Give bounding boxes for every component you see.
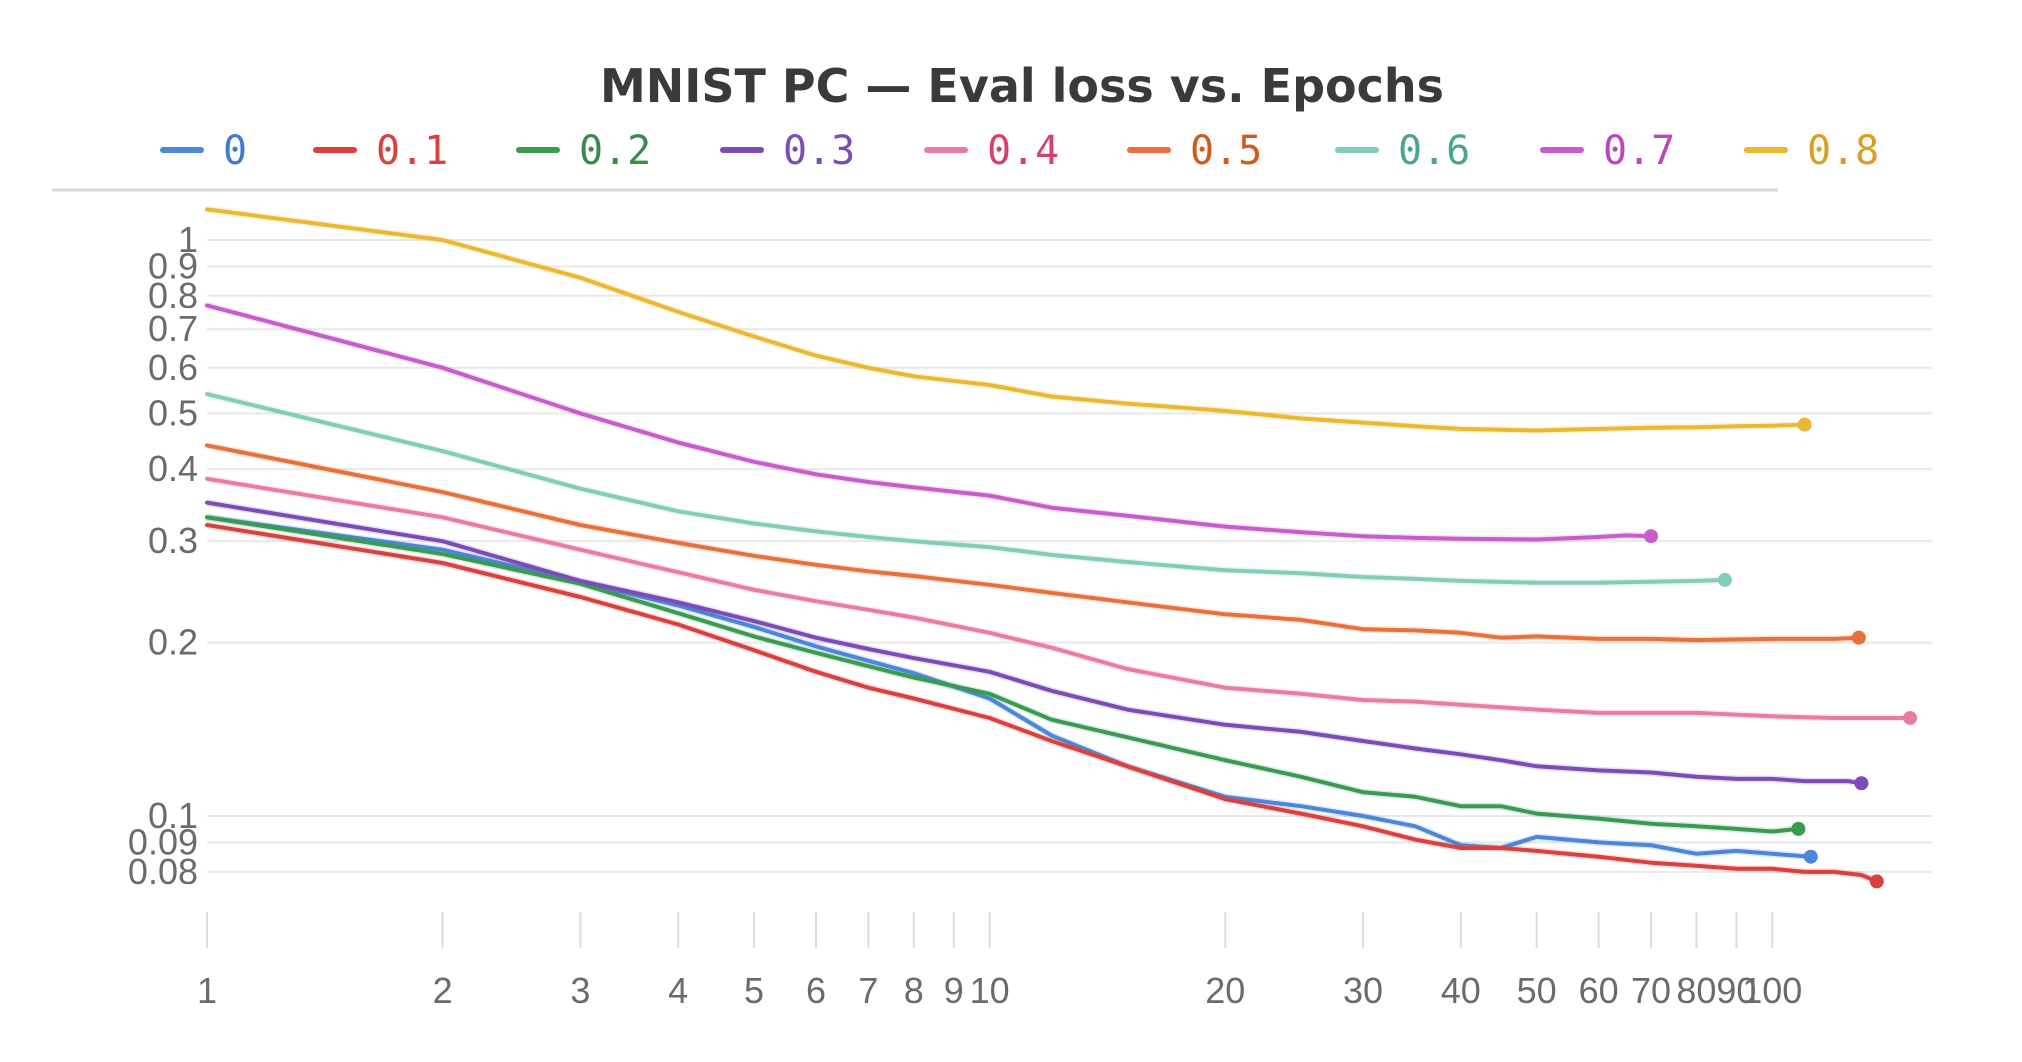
series-band <box>206 302 1652 543</box>
legend-label: 0.6 <box>1398 128 1470 174</box>
series-line <box>205 515 1813 859</box>
series-band <box>206 513 1812 861</box>
y-tick-label: 0.09 <box>128 821 198 862</box>
y-tick-label: 0.4 <box>148 448 198 489</box>
legend-label: 0.8 <box>1807 128 1879 174</box>
y-tick-label: 0.08 <box>128 851 198 892</box>
legend-label: 0.5 <box>1190 128 1262 174</box>
legend-label: 0 <box>223 128 247 174</box>
x-tick-label: 4 <box>668 970 688 1011</box>
legend-label: 0.3 <box>783 128 855 174</box>
legend-item[interactable]: 0.8 <box>1744 128 1879 174</box>
x-tick-label: 2 <box>433 970 453 1011</box>
x-tick-label: 3 <box>570 970 590 1011</box>
y-tick-label: 0.6 <box>148 347 198 388</box>
legend-label: 0.7 <box>1603 128 1675 174</box>
series-line <box>205 515 1801 834</box>
legend-item[interactable]: 0.2 <box>516 128 651 174</box>
series-group <box>205 205 1918 889</box>
legend-item[interactable]: 0.7 <box>1540 128 1675 174</box>
legend-item[interactable]: 0.5 <box>1127 128 1262 174</box>
y-tick-label: 0.9 <box>148 245 198 286</box>
x-tick-label: 60 <box>1579 970 1619 1011</box>
series-0.7 <box>205 302 1659 544</box>
y-tick-label: 0.1 <box>148 795 198 836</box>
series-line <box>205 500 1864 786</box>
x-tick-label: 30 <box>1343 970 1383 1011</box>
y-tick-label: 0.2 <box>148 622 198 663</box>
legend-item[interactable]: 0.3 <box>720 128 855 174</box>
series-end-marker <box>1803 849 1818 864</box>
series-line <box>205 523 1879 884</box>
y-tick-label: 1 <box>178 219 198 260</box>
x-tick-label: 9 <box>944 970 964 1011</box>
series-0.1 <box>205 521 1884 889</box>
legend-item[interactable]: 0 <box>160 128 247 174</box>
legend: 0 0.1 0.2 0.3 0.4 0.5 0.6 0.7 0.8 <box>160 128 1879 174</box>
series-0.5 <box>205 441 1866 645</box>
y-axis: 0.080.090.1 0.2 0.3 0.4 0.50.60.70.80.91 <box>128 219 198 892</box>
x-tick-label: 90 <box>1716 970 1756 1011</box>
legend-item[interactable]: 0.6 <box>1335 128 1470 174</box>
series-line <box>205 207 1807 433</box>
series-end-marker <box>1717 572 1732 587</box>
series-line <box>205 476 1913 720</box>
series-line <box>205 392 1727 585</box>
series-end-marker <box>1791 821 1806 836</box>
x-tick-label: 70 <box>1631 970 1671 1011</box>
x-tick-label: 1 <box>197 970 217 1011</box>
series-0.3 <box>205 499 1869 791</box>
series-0.2 <box>205 513 1806 836</box>
x-tick-label: 6 <box>806 970 826 1011</box>
series-end-marker <box>1854 776 1869 791</box>
legend-item[interactable]: 0.4 <box>924 128 1059 174</box>
x-tick-label: 7 <box>858 970 878 1011</box>
y-tick-label: 0.3 <box>148 520 198 561</box>
series-end-marker <box>1644 529 1659 544</box>
x-tick-label: 8 <box>904 970 924 1011</box>
series-band <box>206 475 1911 722</box>
x-tick-label: 50 <box>1517 970 1557 1011</box>
x-tick-label: 80 <box>1676 970 1716 1011</box>
series-end-marker <box>1869 874 1884 889</box>
chart-title: MNIST PC — Eval loss vs. Epochs <box>600 59 1444 113</box>
x-tick-label: 100 <box>1742 970 1802 1011</box>
x-tick-label: 20 <box>1205 970 1245 1011</box>
series-band <box>206 521 1879 885</box>
x-tick-label: 40 <box>1441 970 1481 1011</box>
legend-label: 0.2 <box>579 128 651 174</box>
series-0.8 <box>205 205 1812 434</box>
y-tick-label: 0.5 <box>148 392 198 433</box>
y-tick-label: 0.8 <box>148 275 198 316</box>
legend-label: 0.1 <box>376 128 448 174</box>
x-tick-label: 5 <box>744 970 764 1011</box>
series-0.4 <box>205 475 1918 725</box>
series-line <box>205 303 1653 542</box>
grid <box>207 238 1932 873</box>
series-0 <box>205 513 1818 864</box>
series-end-marker <box>1851 630 1866 645</box>
series-0.6 <box>205 390 1732 587</box>
legend-item[interactable]: 0.1 <box>313 128 448 174</box>
series-end-marker <box>1903 710 1918 725</box>
series-line <box>205 443 1861 643</box>
x-tick-label: 10 <box>970 970 1010 1011</box>
series-end-marker <box>1797 417 1812 432</box>
legend-label: 0.4 <box>987 128 1059 174</box>
y-tick-label: 0.7 <box>148 308 198 349</box>
